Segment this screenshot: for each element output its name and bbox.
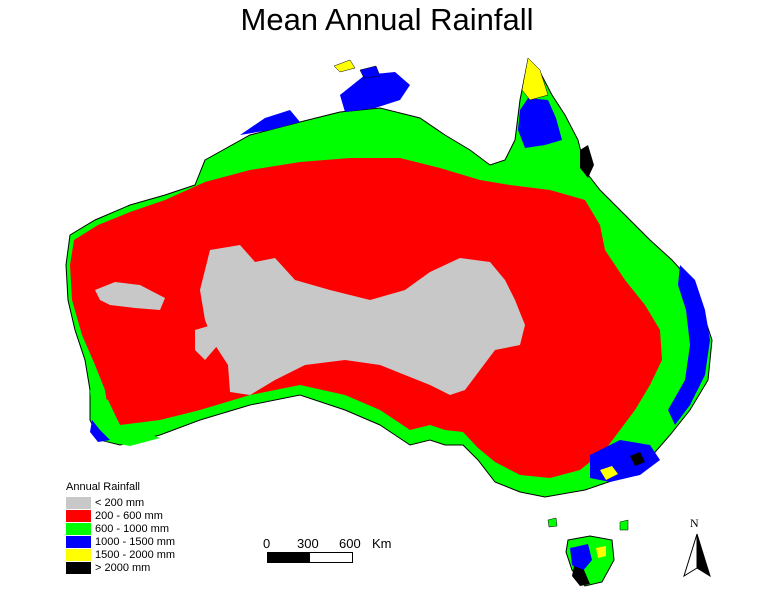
north-arrow-icon (683, 533, 711, 578)
scale-bar: 0 300 600 Km (260, 536, 420, 563)
grey-zone (200, 245, 525, 395)
legend-swatch (66, 509, 91, 522)
legend-item: 1500 - 2000 mm (66, 548, 175, 561)
grey-zone-west (95, 282, 165, 310)
scale-tick-600: 600 (339, 536, 361, 551)
scale-tick-0: 0 (263, 536, 271, 551)
island-bass-2 (619, 519, 629, 531)
island-bass (547, 517, 558, 528)
yellow-zone-capeyork (521, 57, 549, 101)
north-label: N (690, 516, 699, 530)
scale-unit: Km (372, 536, 392, 551)
legend-label: 1000 - 1500 mm (95, 535, 176, 548)
scale-bar-graphic (267, 552, 353, 563)
black-zone-queensland (580, 145, 594, 178)
legend-swatch (66, 496, 91, 509)
legend-item: > 2000 mm (66, 561, 175, 574)
legend-swatch (66, 548, 91, 561)
legend-item: 200 - 600 mm (66, 509, 175, 522)
legend-item: 1000 - 1500 mm (66, 535, 175, 548)
tasmania-yellow (596, 546, 606, 558)
map-title: Mean Annual Rainfall (240, 2, 534, 37)
legend-label: 600 - 1000 mm (95, 522, 169, 535)
yellow-zone-southeast (600, 466, 618, 480)
tasmania-black (572, 566, 590, 586)
legend: Annual Rainfall < 200 mm 200 - 600 mm 60… (66, 481, 175, 574)
southwest-blue (90, 420, 110, 442)
legend-label: > 2000 mm (95, 561, 151, 574)
tasmania-blue (570, 544, 592, 572)
legend-label: 1500 - 2000 mm (95, 548, 176, 561)
black-zone-southeast (630, 452, 645, 466)
legend-swatch (66, 535, 91, 548)
legend-swatch (66, 522, 91, 535)
island-north-2 (359, 65, 381, 79)
southwest-green (90, 390, 160, 446)
island-north-1 (333, 59, 356, 73)
blue-zone-capeyork (518, 98, 562, 148)
blue-zone-kimberley (240, 110, 300, 135)
blue-zone-arnhem (340, 72, 410, 112)
grey-zone-patch (195, 325, 218, 360)
blue-zone-east-coast (668, 265, 710, 425)
legend-item: < 200 mm (66, 496, 175, 509)
legend-swatch (66, 561, 91, 574)
scale-tick-300: 300 (297, 536, 319, 551)
legend-item: 600 - 1000 mm (66, 522, 175, 535)
legend-title: Annual Rainfall (66, 481, 140, 493)
legend-label: < 200 mm (95, 496, 145, 509)
legend-label: 200 - 600 mm (95, 509, 163, 522)
